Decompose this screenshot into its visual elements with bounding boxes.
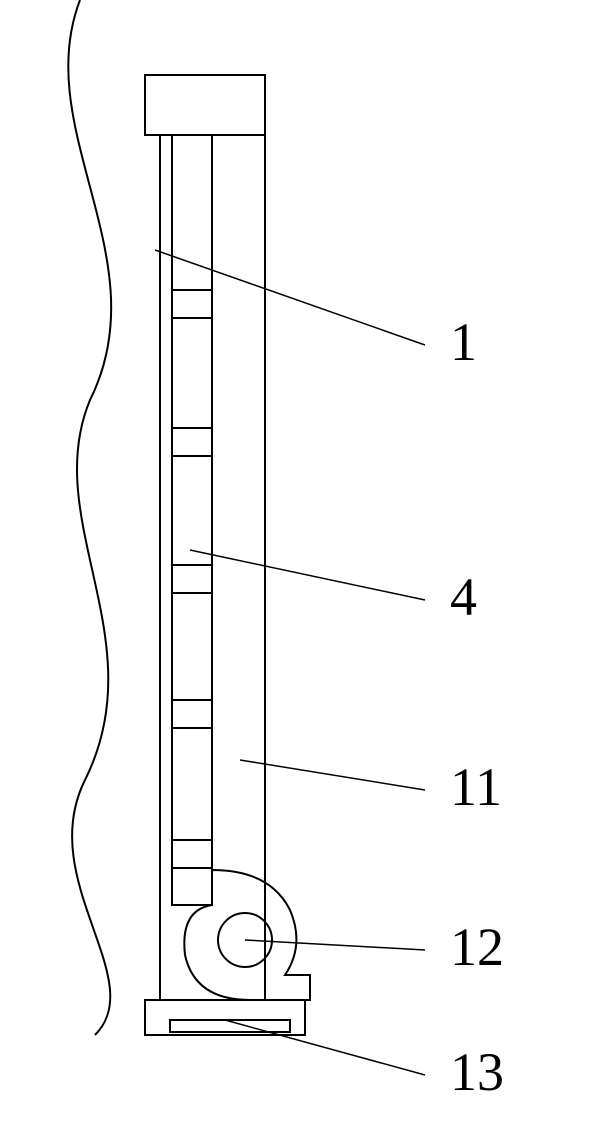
technical-diagram: 1 4 11 12 13 xyxy=(0,0,606,1127)
callout-label-13: 13 xyxy=(450,1042,504,1102)
callout-label-4: 4 xyxy=(450,567,477,627)
callout-label-12: 12 xyxy=(450,917,504,977)
callout-label-11: 11 xyxy=(450,757,502,817)
callout-label-1: 1 xyxy=(450,312,477,372)
